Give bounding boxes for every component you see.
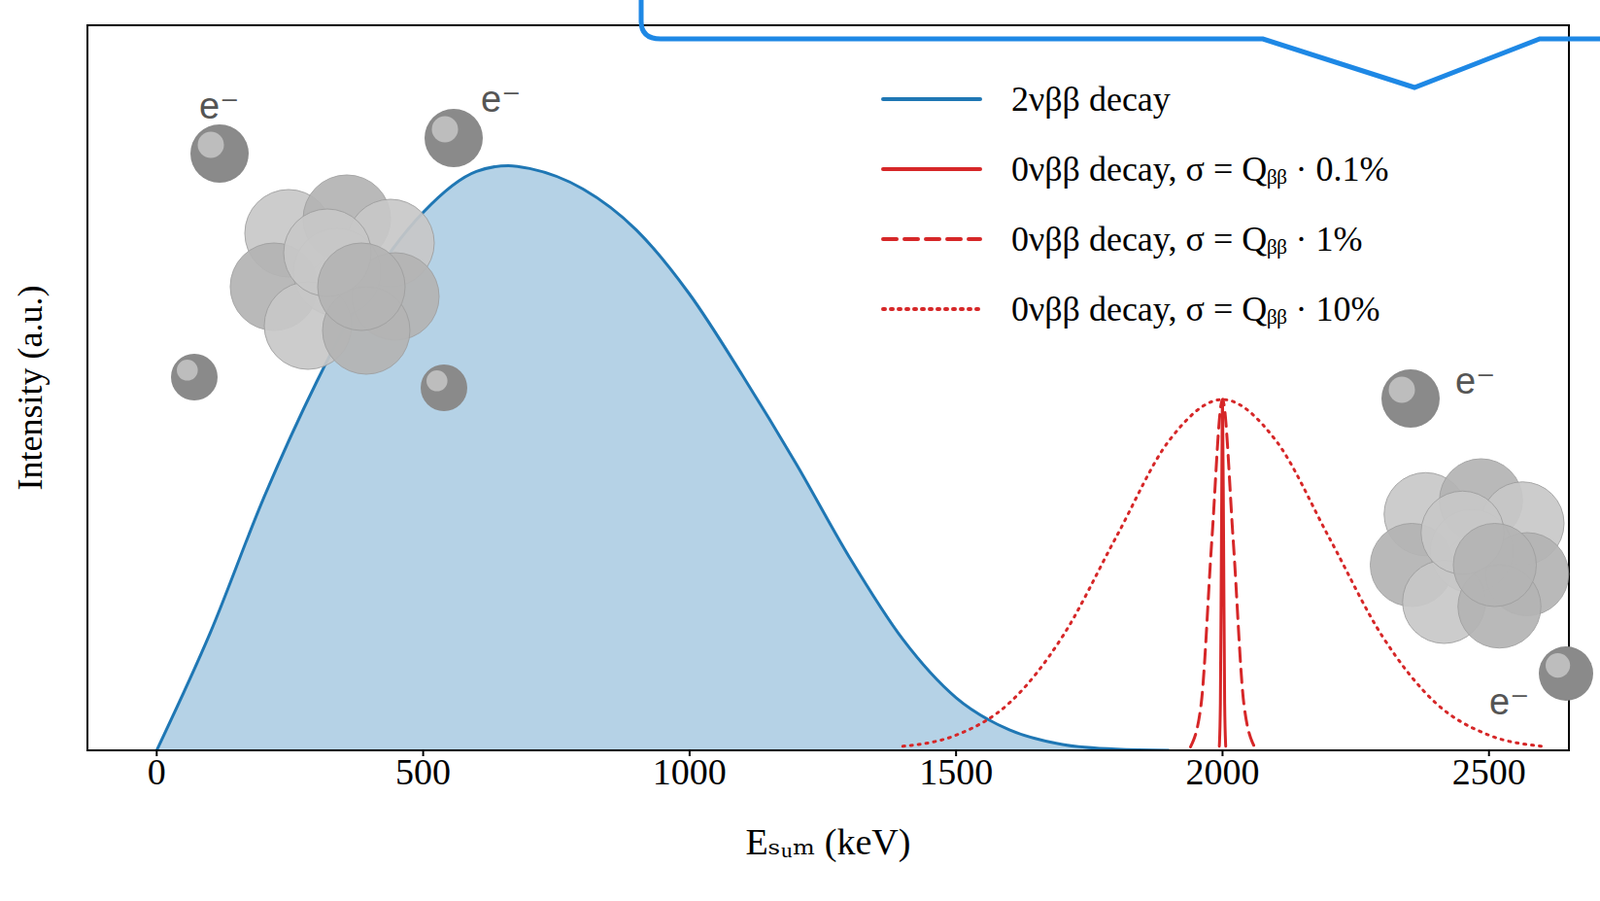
- html-text:0νββ decay, σ = Qᵦᵦ · 10%: 0νββ decay, σ = Qᵦᵦ · 10%: [1011, 289, 1380, 329]
- svg-text:0: 0: [147, 750, 167, 792]
- svg-text:500: 500: [395, 750, 451, 792]
- svg-text:e⁻: e⁻: [199, 85, 239, 127]
- html-text:0νββ decay, σ = Qᵦᵦ · 1%: 0νββ decay, σ = Qᵦᵦ · 1%: [1011, 219, 1363, 259]
- svg-text:Intensity (a.u.): Intensity (a.u.): [10, 285, 50, 491]
- svg-text:e⁻: e⁻: [1455, 360, 1496, 402]
- html-text:2νββ decay: 2νββ decay: [1011, 79, 1171, 119]
- svg-text:Eₛᵤₘ (keV): Eₛᵤₘ (keV): [746, 820, 912, 863]
- svg-text:1500: 1500: [919, 750, 993, 792]
- svg-text:e⁻: e⁻: [480, 78, 521, 120]
- svg-text:2000: 2000: [1185, 750, 1260, 792]
- svg-text:e⁻: e⁻: [1489, 680, 1530, 722]
- html-text:0νββ decay, σ = Qᵦᵦ · 0.1%: 0νββ decay, σ = Qᵦᵦ · 0.1%: [1011, 149, 1389, 189]
- svg-text:2500: 2500: [1452, 750, 1527, 792]
- svg-text:1000: 1000: [652, 750, 727, 792]
